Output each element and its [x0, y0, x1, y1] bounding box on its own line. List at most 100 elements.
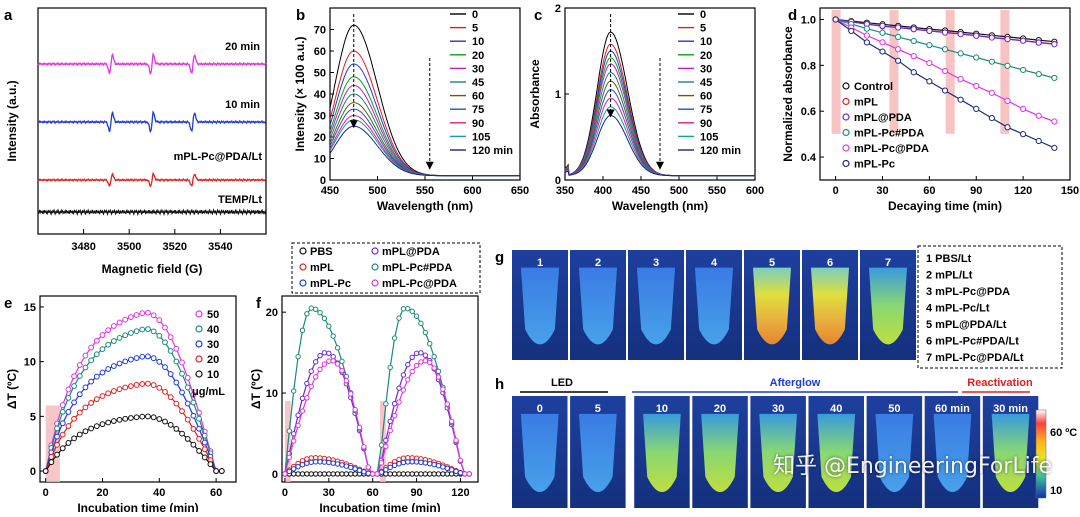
panel-b-legend-label: 105	[472, 131, 490, 143]
panel-d-legend-marker	[842, 82, 850, 90]
panel-g-legend-item: 1 PBS/Lt	[926, 253, 972, 265]
panel-d-xtick-label: 60	[923, 185, 935, 197]
panel-h-tube-label: 0	[537, 403, 543, 415]
panel-e-label: e	[4, 295, 12, 312]
panel-f-point	[312, 374, 319, 380]
panel-d-legend-marker	[842, 97, 850, 106]
panel-d-point	[973, 54, 980, 61]
panel-e-point	[76, 362, 83, 368]
panel-e-point	[127, 356, 134, 363]
panel-f-point	[326, 358, 332, 364]
panel-e-point	[59, 408, 66, 415]
panel-b-ytick-label: 50	[314, 68, 326, 80]
panel-f-point	[321, 350, 328, 356]
ef-legend-marker	[371, 263, 379, 271]
panel-d-legend-marker	[842, 128, 850, 137]
panel-e-point	[196, 448, 202, 454]
panel-e-point	[110, 323, 117, 329]
panel-e-point	[145, 353, 151, 360]
panel-e-point	[150, 414, 157, 421]
panel-b-ytick-label: 20	[314, 132, 326, 144]
panel-d-point	[1004, 97, 1011, 104]
panel-e-point	[71, 399, 77, 406]
panel-g-label: g	[495, 249, 504, 266]
panel-c-ytick-label: 1	[555, 89, 561, 101]
panel-h-label: h	[495, 376, 504, 393]
panel-e-point	[179, 359, 185, 366]
panel-f-point	[304, 395, 310, 401]
panel-d-point	[957, 31, 964, 38]
panel-e-point	[76, 373, 83, 379]
panel-e-point	[65, 440, 72, 446]
panel-e-point	[99, 393, 106, 399]
panel-f-point	[361, 469, 367, 475]
panel-e-point	[139, 381, 146, 387]
panel-b-legend-label: 10	[472, 36, 484, 48]
panel-f-point	[383, 466, 389, 473]
panel-f-point	[400, 372, 407, 378]
panel-e-point	[127, 330, 134, 336]
panel-b-ytick-label: 30	[314, 111, 326, 123]
panel-e-point	[65, 394, 72, 401]
panel-e-point	[122, 316, 129, 323]
panel-f-point	[422, 471, 429, 477]
panel-f-point	[400, 455, 407, 461]
panel-d-ytick-label: 0.4	[801, 152, 817, 164]
panel-d-point	[863, 39, 870, 46]
panel-f-point	[453, 468, 459, 474]
panel-g-tube-number: 5	[769, 257, 775, 269]
panel-e-point	[156, 332, 163, 339]
panel-f-point	[299, 395, 306, 401]
panel-b-legend-label: 75	[472, 104, 484, 116]
panel-d-legend-label: mPL-Pc	[854, 159, 895, 171]
panel-e-legend-marker	[195, 340, 203, 348]
panel-d-point	[1035, 39, 1042, 46]
panel-e-point	[162, 339, 168, 346]
panel-f-point	[330, 333, 336, 339]
panel-d-xtick-label: 30	[876, 185, 888, 197]
panel-f-point	[312, 359, 319, 365]
panel-f-point	[304, 380, 310, 387]
panel-f-point	[312, 306, 319, 312]
panel-b-ytick-label: 60	[314, 46, 326, 58]
panel-d-frame	[819, 7, 1071, 181]
panel-d-point	[988, 89, 995, 96]
panel-f-point	[387, 427, 393, 434]
panel-e-point	[162, 388, 168, 395]
panel-f-point	[308, 305, 314, 311]
panel-h-group-afterglow: Afterglow	[770, 377, 821, 389]
panel-f-point	[291, 438, 297, 444]
panel-f-point	[413, 350, 420, 357]
panel-a-traces	[37, 52, 267, 216]
panel-g-tube-2	[578, 267, 618, 345]
panel-e-point	[116, 319, 123, 326]
panel-f-point	[299, 471, 306, 477]
panel-g-legend-item: 4 mPL-Pc/Lt	[926, 303, 990, 315]
panel-f-point	[405, 471, 411, 477]
panel-f-point	[365, 470, 371, 477]
panel-e-point	[156, 416, 163, 422]
panel-e-point	[201, 439, 208, 446]
panel-e-point	[167, 348, 174, 354]
panel-e-point	[48, 459, 55, 466]
panel-e-point	[82, 352, 89, 359]
ef-legend-label: mPL-Pc#PDA	[382, 262, 452, 274]
panel-a-xtick-label: 3480	[71, 241, 95, 253]
panel-e-point	[150, 312, 157, 319]
panel-c-legend-label: 5	[700, 23, 706, 35]
panel-e-point	[82, 384, 89, 391]
panel-e-point	[173, 379, 180, 386]
panel-e-legend-marker	[195, 370, 203, 378]
panel-a-ylabel: Intensity (a.u.)	[5, 80, 19, 161]
panel-e-point	[127, 383, 134, 390]
panel-d-point	[941, 87, 949, 94]
panel-f-point	[400, 471, 407, 477]
panel-c-legend-label: 30	[700, 63, 712, 75]
panel-g-tube-3	[636, 267, 676, 345]
panel-e-point	[99, 346, 106, 352]
panel-a-xticks: 3480 3500 3520 3540	[71, 229, 233, 253]
panel-d-legend-label: Control	[854, 81, 893, 93]
panel-h-tube-8	[991, 413, 1030, 493]
panel-b-legend-label: 90	[472, 118, 484, 130]
